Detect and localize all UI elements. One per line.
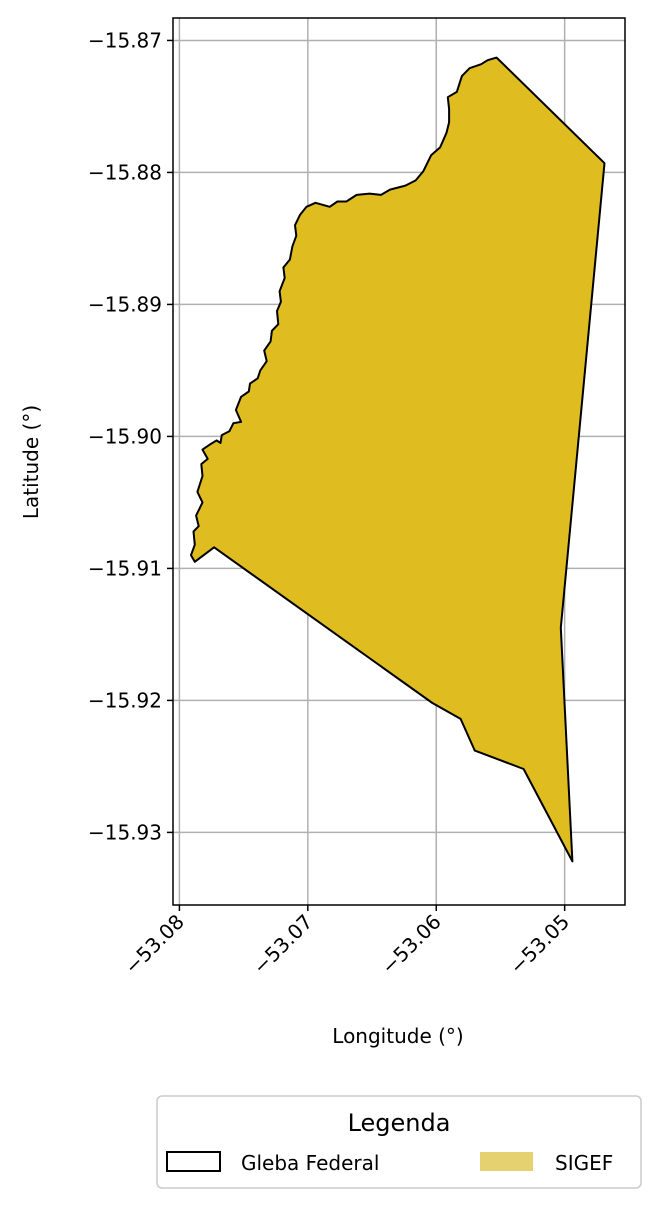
y-axis-label: Latitude (°) — [19, 405, 43, 519]
legend-title: Legenda — [348, 1109, 451, 1137]
x-tick-label-1: −53.07 — [248, 910, 317, 979]
y-tick-label-5: −15.92 — [88, 688, 162, 712]
legend-label-gleba-federal: Gleba Federal — [241, 1151, 379, 1175]
gleba-polygon — [190, 56, 606, 863]
y-tick-label-1: −15.88 — [88, 160, 162, 184]
y-tick-label-6: −15.93 — [88, 820, 162, 844]
y-tick-label-2: −15.89 — [88, 292, 162, 316]
y-axis-ticks: −15.87 −15.88 −15.89 −15.90 −15.91 −15.92 −15.… — [88, 28, 173, 844]
plot-frame — [172, 17, 626, 906]
legend-swatch-sigef — [480, 1152, 533, 1171]
x-axis-label: Longitude (°) — [332, 1024, 463, 1048]
x-tick-label-2: −53.06 — [376, 910, 445, 979]
y-tick-label-4: −15.91 — [88, 556, 162, 580]
y-tick-label-0: −15.87 — [88, 28, 162, 52]
legend-swatch-gleba-federal — [166, 1151, 221, 1172]
legend-label-sigef: SIGEF — [555, 1151, 613, 1175]
x-tick-label-0: −53.08 — [120, 910, 189, 979]
y-tick-label-3: −15.90 — [88, 424, 162, 448]
legend: Legenda Gleba Federal SIGEF — [156, 1095, 642, 1189]
x-tick-label-3: −53.05 — [505, 910, 574, 979]
x-axis-ticks: −53.08 −53.07 −53.06 −53.05 — [120, 905, 574, 979]
